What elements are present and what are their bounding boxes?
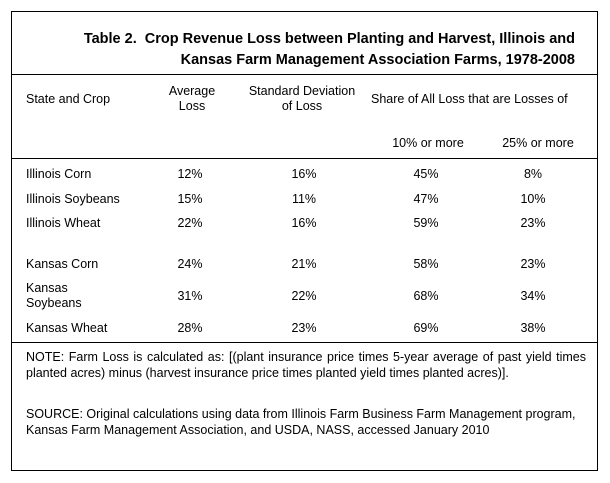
header-std-dev: Standard Deviation of Loss xyxy=(248,84,356,113)
row-p25: 23% xyxy=(520,257,546,271)
row-avg: 12% xyxy=(177,167,203,181)
row-crop: Illinois Corn xyxy=(26,167,92,181)
header-state-crop: State and Crop xyxy=(26,92,111,106)
table-title: Table 2. Crop Revenue Loss between Planti… xyxy=(15,29,575,71)
row-p10: 45% xyxy=(413,167,439,181)
row-p10: 59% xyxy=(413,216,439,230)
row-p10: 47% xyxy=(413,192,439,206)
table-number: Table 2. xyxy=(83,31,137,47)
row-p10: 69% xyxy=(413,321,439,335)
rule-top xyxy=(12,74,597,75)
row-crop: Kansas Soybeans xyxy=(26,281,82,310)
row-avg: 15% xyxy=(177,192,203,206)
row-sd: 23% xyxy=(291,321,317,335)
row-p10: 68% xyxy=(413,289,439,303)
row-crop: Kansas Wheat xyxy=(26,321,108,335)
row-sd: 16% xyxy=(291,167,317,181)
rule-bottom xyxy=(12,342,597,343)
row-sd: 22% xyxy=(291,289,317,303)
header-share: Share of All Loss that are Losses of xyxy=(371,92,568,106)
table-note: NOTE: Farm Loss is calculated as: [(plan… xyxy=(26,350,586,380)
row-avg: 24% xyxy=(177,257,203,271)
row-p25: 8% xyxy=(523,167,543,181)
title-line-2: Kansas Farm Management Association Farms… xyxy=(180,52,575,68)
row-sd: 21% xyxy=(291,257,317,271)
row-p25: 10% xyxy=(520,192,546,206)
title-line-1: Crop Revenue Loss between Planting and H… xyxy=(144,31,575,47)
row-sd: 11% xyxy=(291,192,317,206)
header-10pct: 10% or more xyxy=(392,136,464,150)
table-frame: Table 2. Crop Revenue Loss between Planti… xyxy=(11,11,598,471)
row-crop: Illinois Wheat xyxy=(26,216,101,230)
row-avg: 28% xyxy=(177,321,203,335)
row-avg: 31% xyxy=(177,289,203,303)
row-p25: 38% xyxy=(520,321,546,335)
row-p25: 23% xyxy=(520,216,546,230)
row-p25: 34% xyxy=(520,289,546,303)
row-avg: 22% xyxy=(177,216,203,230)
row-crop: Illinois Soybeans xyxy=(26,192,120,206)
row-p10: 58% xyxy=(413,257,439,271)
header-average-loss: Average Loss xyxy=(168,84,216,113)
table-source: SOURCE: Original calculations using data… xyxy=(26,407,576,437)
row-crop: Kansas Corn xyxy=(26,257,99,271)
header-25pct: 25% or more xyxy=(502,136,574,150)
rule-header xyxy=(12,158,597,159)
row-sd: 16% xyxy=(291,216,317,230)
